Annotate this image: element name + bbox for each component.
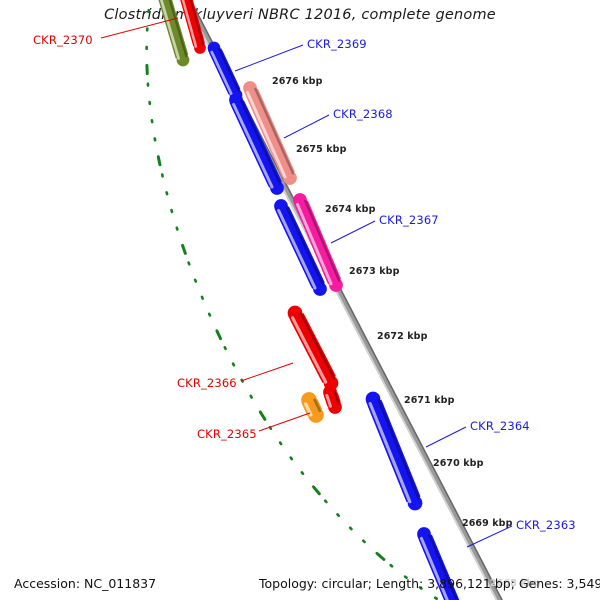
gene-label-ckr_2365[interactable]: CKR_2365 [197,427,257,441]
accession-text: Accession: NC_011837 [14,576,157,591]
gene-ckr-2369-a[interactable] [207,41,243,102]
tick-label: 2673 kbp [349,266,400,277]
gene-label-ckr_2366[interactable]: CKR_2366 [177,376,237,390]
tick-label: 2671 kbp [404,395,455,406]
gene-ckr-2370-olive[interactable] [154,0,190,67]
leader-line-ckr_2368 [283,114,330,139]
tick-label: 2676 kbp [272,76,323,87]
gene-label-ckr_2367[interactable]: CKR_2367 [379,213,439,227]
gene-ckr-2366[interactable] [287,305,339,391]
gene-ckr-2367[interactable] [293,193,343,292]
gene-ckr-2363[interactable] [417,527,462,600]
gene-ckr-2370-red[interactable] [175,0,206,54]
tick-label: 2675 kbp [296,144,347,155]
leader-line-ckr_2363 [466,525,513,548]
leader-line-ckr_2366 [240,362,294,382]
gene-label-ckr_2364[interactable]: CKR_2364 [470,419,530,433]
gene-ckr-2368[interactable] [243,81,297,185]
genome-info-text: Topology: circular; Length: 3,896,121 bp… [259,576,600,591]
gene-ckr-2367-blue[interactable] [274,199,327,296]
gene-ckr-2365-red[interactable] [323,385,342,414]
tick-label: 2672 kbp [377,331,428,342]
leader-line-ckr_2369 [234,44,304,72]
page-title: Clostridium kluyveri NBRC 12016, complet… [104,7,496,23]
gene-ckr-2364[interactable] [365,391,423,511]
status-bar: Accession: NC_011837 Topology: circular;… [0,568,600,600]
leader-line-ckr_2367 [330,220,376,244]
tick-label: 2670 kbp [433,458,484,469]
leader-line-ckr_2364 [425,426,467,448]
leader-line-ckr_2365 [258,412,311,432]
leader-line-ckr_2370 [100,17,179,39]
tick-label: 2674 kbp [325,204,376,215]
tick-label: 2668 kbp [490,578,541,589]
gene-ckr-2369-b[interactable] [229,93,284,195]
gene-label-ckr_2369[interactable]: CKR_2369 [307,37,367,51]
gene-ckr-2365-box[interactable] [301,392,324,423]
gene-label-ckr_2368[interactable]: CKR_2368 [333,107,393,121]
tick-label: 2669 kbp [462,518,513,529]
gene-label-ckr_2370[interactable]: CKR_2370 [33,33,93,47]
gene-label-ckr_2363[interactable]: CKR_2363 [516,518,576,532]
